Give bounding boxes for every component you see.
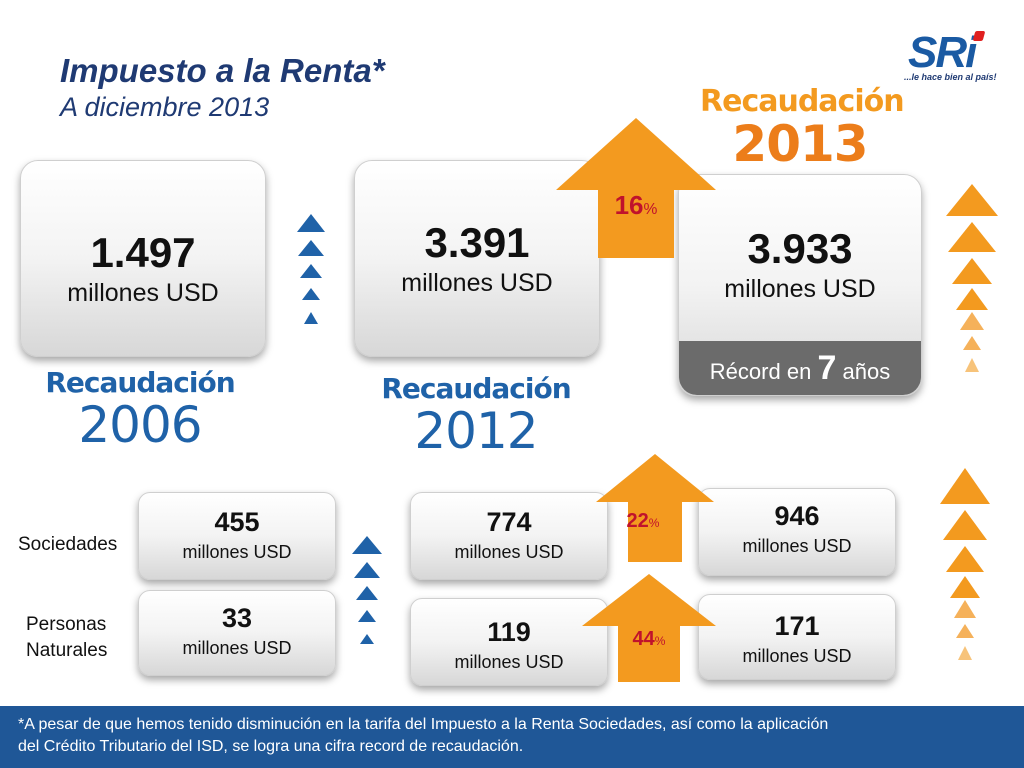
sociedades-growth-value: 22 bbox=[626, 510, 649, 532]
sociedades-2012-value: 774 bbox=[486, 507, 532, 537]
orange-triangles-icon bbox=[946, 184, 998, 372]
personas-2006-value: 33 bbox=[221, 603, 253, 633]
logo-dot bbox=[972, 31, 986, 41]
recaudacion-word: Recaudación bbox=[381, 372, 571, 405]
sociedades-2006-value: 455 bbox=[214, 507, 260, 537]
page-subtitle: A diciembre 2013 bbox=[60, 92, 270, 122]
recaudacion-2006-label: Recaudación 2006 bbox=[40, 366, 240, 451]
total-growth-pct: 16% bbox=[596, 190, 676, 221]
blue-triangles-icon bbox=[297, 214, 325, 324]
personas-2012-card: 119 millones USD bbox=[410, 598, 608, 686]
total-2013-card: 3.933 millones USD Récord en 7 años bbox=[678, 174, 922, 396]
row-label-personas-line1: Personas bbox=[26, 614, 107, 635]
sociedades-2006-card: 455 millones USD bbox=[138, 492, 336, 580]
total-2006-value: 1.497 bbox=[90, 229, 196, 276]
logo-tagline: ...le hace bien al país! bbox=[904, 72, 997, 82]
recaudacion-2013-label: Recaudación 2013 bbox=[700, 84, 905, 173]
personas-2012-value: 119 bbox=[487, 617, 531, 647]
record-suffix: años bbox=[842, 359, 891, 384]
personas-growth-pct: 44% bbox=[614, 628, 684, 651]
sociedades-2012-unit: millones USD bbox=[454, 542, 564, 562]
sri-logo: SRi ...le hace bien al país! bbox=[900, 28, 997, 88]
page-title: Impuesto a la Renta* bbox=[60, 52, 385, 89]
recaudacion-year: 2012 bbox=[414, 402, 538, 460]
recaudacion-2012-label: Recaudación 2012 bbox=[376, 372, 576, 457]
sociedades-2013-card: 946 millones USD bbox=[698, 488, 896, 576]
recaudacion-year: 2013 bbox=[732, 115, 868, 173]
row-label-sociedades: Sociedades bbox=[18, 534, 118, 555]
footer-line1: *A pesar de que hemos tenido disminución… bbox=[18, 716, 829, 733]
recaudacion-word: Recaudación bbox=[700, 84, 905, 119]
recaudacion-word: Recaudación bbox=[45, 366, 235, 399]
personas-2012-unit: millones USD bbox=[454, 652, 564, 672]
total-2013-value: 3.933 bbox=[747, 225, 853, 272]
personas-2006-unit: millones USD bbox=[182, 638, 292, 658]
sociedades-2013-unit: millones USD bbox=[742, 536, 852, 556]
total-2012-unit: millones USD bbox=[401, 269, 553, 297]
orange-triangles-icon bbox=[940, 468, 990, 660]
percent-symbol: % bbox=[643, 201, 658, 218]
total-2012-value: 3.391 bbox=[424, 219, 530, 266]
footer-note: *A pesar de que hemos tenido disminución… bbox=[0, 706, 1024, 768]
personas-2013-unit: millones USD bbox=[742, 646, 852, 666]
up-arrow-icon bbox=[556, 118, 716, 258]
record-band: Récord en 7 años bbox=[679, 341, 921, 395]
record-prefix: Récord en bbox=[709, 359, 812, 384]
sociedades-2012-card: 774 millones USD bbox=[410, 492, 608, 580]
personas-2006-card: 33 millones USD bbox=[138, 590, 336, 676]
personas-2013-value: 171 bbox=[774, 611, 820, 641]
row-label-personas: Personas Naturales bbox=[26, 612, 107, 664]
total-2006-unit: millones USD bbox=[67, 279, 219, 307]
logo-text: SRi bbox=[908, 28, 977, 77]
personas-growth-value: 44 bbox=[632, 628, 655, 650]
record-number: 7 bbox=[817, 349, 837, 387]
up-arrow-icon bbox=[582, 574, 716, 682]
total-2013-unit: millones USD bbox=[724, 275, 876, 303]
sociedades-2006-unit: millones USD bbox=[182, 542, 292, 562]
personas-2013-card: 171 millones USD bbox=[698, 594, 896, 680]
total-2012-card: 3.391 millones USD bbox=[354, 160, 600, 357]
blue-triangles-icon bbox=[352, 536, 382, 644]
recaudacion-year: 2006 bbox=[78, 396, 202, 454]
total-growth-value: 16 bbox=[614, 190, 644, 220]
footer-line2: del Crédito Tributario del ISD, se logra… bbox=[18, 738, 524, 755]
total-2006-card: 1.497 millones USD bbox=[20, 160, 266, 357]
row-label-personas-line2: Naturales bbox=[26, 640, 108, 661]
sociedades-2013-value: 946 bbox=[774, 501, 820, 531]
percent-symbol: % bbox=[648, 516, 660, 530]
sociedades-growth-pct: 22% bbox=[608, 510, 678, 533]
percent-symbol: % bbox=[654, 634, 666, 648]
up-arrow-icon bbox=[596, 454, 714, 562]
